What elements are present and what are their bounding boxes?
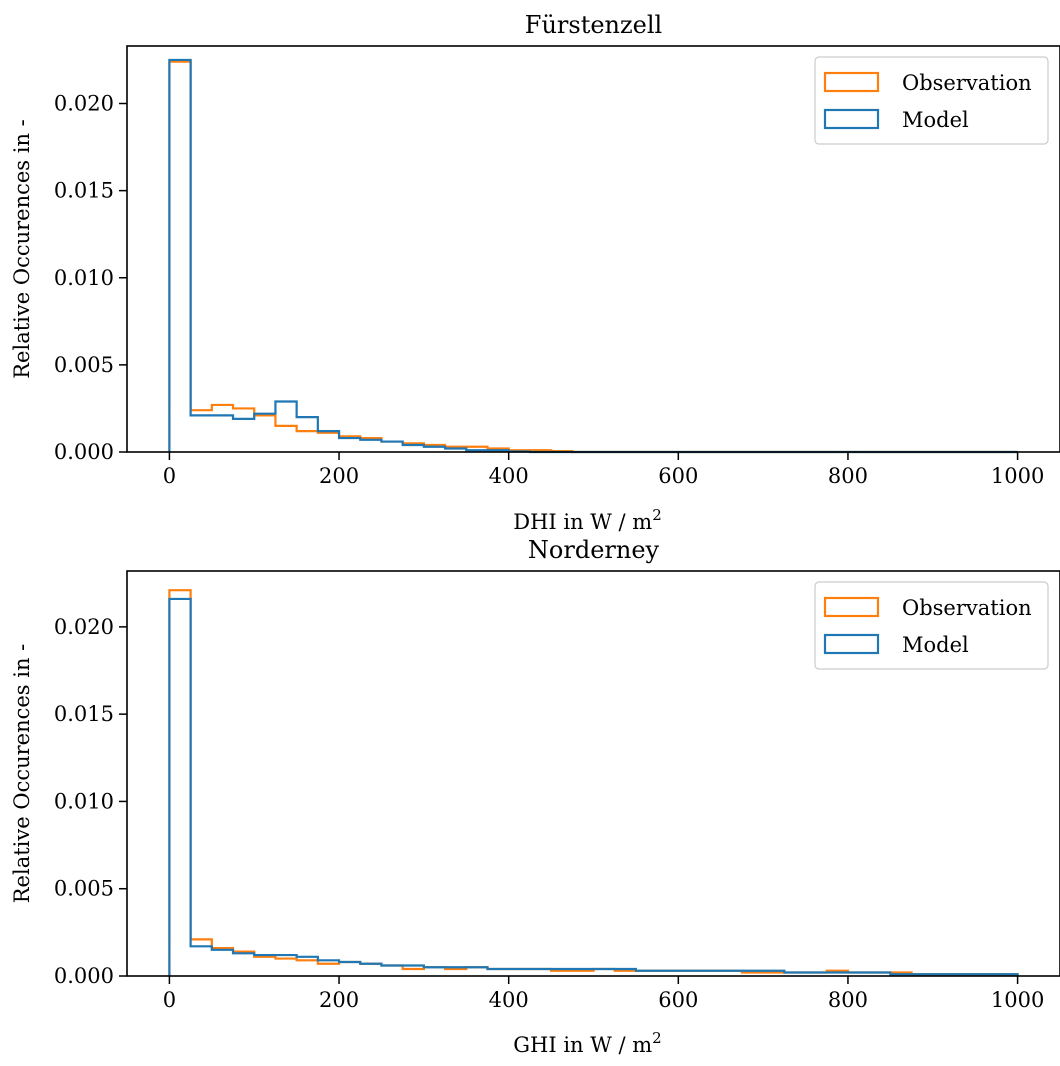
chart-title: Fürstenzell xyxy=(525,11,662,39)
x-tick-label: 200 xyxy=(319,464,359,488)
x-tick-label: 600 xyxy=(658,988,698,1012)
x-tick-label: 800 xyxy=(828,988,868,1012)
y-tick-label: 0.015 xyxy=(54,702,114,726)
x-tick-label: 1000 xyxy=(991,464,1044,488)
legend: Observation Model xyxy=(814,581,1049,670)
legend-box xyxy=(814,56,1049,145)
x-tick-label: 400 xyxy=(489,988,529,1012)
x-axis-label-superscript: 2 xyxy=(652,1029,662,1047)
y-tick-label: 0.020 xyxy=(54,615,114,639)
y-tick-label: 0.015 xyxy=(54,179,114,203)
y-tick-label: 0.005 xyxy=(54,353,114,377)
y-axis-label: Relative Occurences in - xyxy=(10,644,34,904)
y-tick-label: 0.020 xyxy=(54,92,114,116)
x-tick-label: 600 xyxy=(658,464,698,488)
subplot-dhi: Fürstenzell 0 200 400 600 800 1000 0.000 0.005 0.… xyxy=(10,11,1060,534)
x-tick-label: 0 xyxy=(163,988,176,1012)
plot-frame xyxy=(126,45,1060,453)
series-line-model xyxy=(168,597,1019,976)
x-tick-label: 800 xyxy=(828,464,868,488)
legend-swatch-model xyxy=(823,108,880,130)
plot-frame xyxy=(126,570,1060,977)
y-axis-label: Relative Occurences in - xyxy=(10,119,34,379)
x-tick-label: 1000 xyxy=(991,988,1044,1012)
x-tick-label: 200 xyxy=(319,988,359,1012)
y-tick-label: 0.010 xyxy=(54,789,114,813)
legend-swatch-observation xyxy=(823,71,880,93)
chart-title: Norderney xyxy=(528,536,660,564)
legend-label-observation: Observation xyxy=(902,71,1032,95)
y-tick-label: 0.000 xyxy=(54,440,114,464)
x-axis-label-text: DHI in W / m xyxy=(513,510,652,534)
x-tick-label: 400 xyxy=(489,464,529,488)
y-tick-label: 0.010 xyxy=(54,266,114,290)
x-tick-label: 0 xyxy=(163,464,176,488)
legend-label-model: Model xyxy=(902,108,969,132)
legend-label-observation: Observation xyxy=(902,596,1032,620)
legend-swatch-model xyxy=(823,633,880,655)
y-tick-label: 0.000 xyxy=(54,964,114,988)
subplot-ghi: Norderney 0 200 400 600 800 1000 0.000 0.005 0.01… xyxy=(10,536,1060,1057)
legend-swatch-observation xyxy=(823,596,880,618)
y-tick-label: 0.005 xyxy=(54,877,114,901)
x-axis-label: DHI in W / m2 xyxy=(513,506,662,534)
x-axis-label-text: GHI in W / m xyxy=(513,1033,652,1057)
x-axis-label-superscript: 2 xyxy=(652,506,662,524)
legend-label-model: Model xyxy=(902,633,969,657)
x-axis-label: GHI in W / m2 xyxy=(513,1029,661,1057)
legend: Observation Model xyxy=(814,56,1049,145)
legend-box xyxy=(814,581,1049,670)
